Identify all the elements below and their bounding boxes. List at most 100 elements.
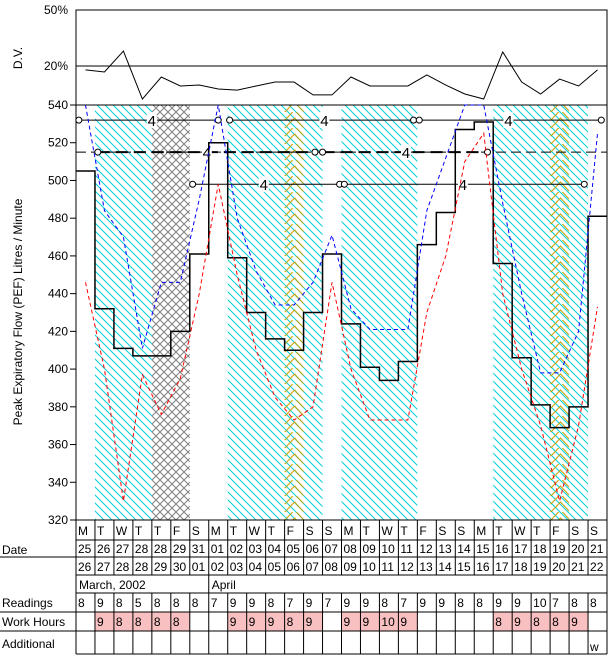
- readings-cell: 5: [135, 596, 142, 610]
- readings-cell: 9: [344, 596, 351, 610]
- readings-cell: 10: [533, 596, 547, 610]
- month-label: April: [212, 578, 236, 592]
- date-end-cell: 22: [590, 560, 604, 574]
- reference-label: 4: [459, 177, 467, 194]
- work-hours-cell-fill: [151, 612, 171, 631]
- reference-endpoint: [415, 116, 423, 124]
- work-day-hatch: [94, 105, 114, 520]
- weekday-cell: T: [97, 524, 105, 538]
- pef-y-ticks: 540 520 500 480 460 440 420 400 380 360 340 320: [48, 65, 607, 527]
- readings-cell: 8: [192, 596, 199, 610]
- pef-upper-dashed-line: [84, 104, 599, 374]
- date-end-cell: 16: [476, 560, 490, 574]
- weekday-cell: T: [400, 524, 408, 538]
- date-end-cell: 05: [268, 560, 282, 574]
- reference-label-bg: [319, 112, 330, 129]
- date-start-cell: 07: [325, 542, 339, 556]
- weekday-cell: F: [552, 524, 559, 538]
- work-hours-cell: 9: [230, 615, 237, 629]
- work-hours-cell-fill: [398, 612, 418, 631]
- weekday-cell: M: [211, 524, 221, 538]
- readings-cell: 8: [571, 596, 578, 610]
- reference-label-bg: [258, 176, 269, 193]
- work-hours-cell-fill: [360, 612, 380, 631]
- date-end-cell: 30: [173, 560, 187, 574]
- reference-endpoint: [311, 148, 319, 156]
- weekday-cell: T: [135, 524, 143, 538]
- work-hours-cell: 8: [552, 615, 559, 629]
- date-start-cell: 10: [381, 542, 395, 556]
- date-start-cell: 15: [476, 542, 490, 556]
- date-start-cell: 06: [306, 542, 320, 556]
- readings-cell: 9: [362, 596, 369, 610]
- date-start-cell: 31: [192, 542, 206, 556]
- reference-endpoint: [94, 148, 102, 156]
- readings-cell: 9: [495, 596, 502, 610]
- work-hours-cell-fill: [284, 612, 304, 631]
- date-start-cell: 12: [419, 542, 433, 556]
- work-hours-cell: 9: [362, 615, 369, 629]
- work-hours-cell: 8: [135, 615, 142, 629]
- reference-endpoint: [319, 148, 327, 156]
- reference-endpoint: [410, 116, 418, 124]
- readings-cell: 8: [476, 596, 483, 610]
- readings-cell: 7: [400, 596, 407, 610]
- weekday-cell: W: [381, 524, 393, 538]
- y-tick-label: 460: [48, 249, 68, 263]
- work-day-hatch: [398, 105, 418, 520]
- work-day-hatch: [569, 105, 589, 520]
- y-tick-label: 360: [48, 438, 68, 452]
- reference-label-bg: [146, 112, 157, 129]
- weekday-cell: T: [495, 524, 503, 538]
- pef-series: [76, 104, 607, 502]
- work-hours-cell-fill: [94, 612, 114, 631]
- date-start-cell: 04: [268, 542, 282, 556]
- work-day-hatch: [360, 105, 380, 520]
- date-start-cell: 13: [438, 542, 452, 556]
- work-hours-cell-fill: [227, 612, 247, 631]
- date-end-cell: 28: [116, 560, 130, 574]
- work-hours-cell: 9: [268, 615, 275, 629]
- work-hours-cell: 9: [344, 615, 351, 629]
- work-hours-cell-fill: [531, 612, 551, 631]
- date-end-cell: 26: [78, 560, 92, 574]
- date-end-cell: 28: [135, 560, 149, 574]
- additional-cell: w: [589, 640, 599, 654]
- weekday-cell: W: [514, 524, 526, 538]
- date-start-cell: 17: [514, 542, 528, 556]
- weekday-cell: T: [268, 524, 276, 538]
- reference-label-bg: [400, 144, 411, 161]
- date-end-cell: 04: [249, 560, 263, 574]
- weekday-cell: S: [192, 524, 200, 538]
- reference-endpoint: [226, 116, 234, 124]
- readings-cell: 7: [287, 596, 294, 610]
- pef-lower-dashed-line: [84, 131, 599, 502]
- work-hours-cell: 9: [249, 615, 256, 629]
- work-day-hatch: [341, 105, 361, 520]
- work-hours-cell: 9: [400, 615, 407, 629]
- y-tick-label: 520: [48, 136, 68, 150]
- weekday-cell: S: [306, 524, 314, 538]
- readings-cell: 8: [154, 596, 161, 610]
- work-day-hatch: [227, 105, 247, 520]
- work-hours-cell-fill: [132, 612, 152, 631]
- readings-cell: 8: [268, 596, 275, 610]
- weekday-cell: T: [230, 524, 238, 538]
- reference-label: 4: [203, 145, 211, 162]
- y-tick-label: 480: [48, 211, 68, 225]
- work-hours-label: Work Hours: [2, 615, 65, 629]
- readings-cell: 9: [419, 596, 426, 610]
- date-end-cell: 11: [381, 560, 394, 574]
- reference-endpoint: [189, 180, 197, 188]
- weekday-cell: S: [571, 524, 579, 538]
- y-tick-label: 500: [48, 173, 68, 187]
- work-hours-cell-fill: [341, 612, 361, 631]
- readings-cell: 8: [173, 596, 180, 610]
- date-end-cell: 13: [419, 560, 433, 574]
- crosshatch-day: [151, 105, 171, 520]
- y-tick-label: 320: [48, 513, 68, 527]
- readings-cell: 8: [590, 596, 597, 610]
- reference-label: 4: [402, 145, 410, 162]
- reference-label-bg: [201, 144, 212, 161]
- date-start-cell: 05: [287, 542, 301, 556]
